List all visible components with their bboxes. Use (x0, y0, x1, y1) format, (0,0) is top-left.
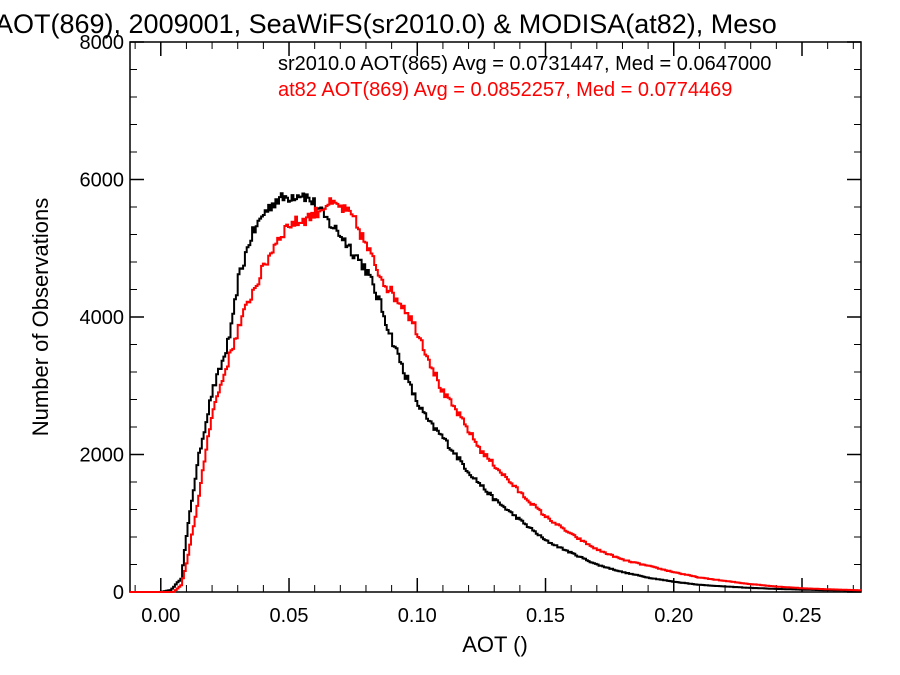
y-tick-label: 6000 (80, 170, 125, 192)
y-axis: 0 2000 4000 6000 8000 (80, 32, 861, 604)
legend-entry-sr2010: sr2010.0 AOT(865) Avg = 0.0731447, Med =… (278, 53, 771, 75)
y-tick-label: 2000 (80, 445, 125, 467)
y-tick-label: 0 (113, 582, 124, 604)
x-tick-label: 0.25 (783, 605, 822, 627)
series-line-1 (130, 197, 862, 593)
series-layer (130, 192, 862, 593)
y-tick-label: 4000 (80, 307, 125, 329)
y-tick-label: 8000 (80, 32, 125, 54)
legend-entry-at82: at82 AOT(869) Avg = 0.0852257, Med = 0.0… (278, 79, 732, 101)
x-tick-label: 0.20 (654, 605, 693, 627)
x-tick-label: 0.00 (141, 605, 180, 627)
x-tick-label: 0.05 (270, 605, 309, 627)
chart-title: AOT(869), 2009001, SeaWiFS(sr2010.0) & M… (0, 9, 777, 39)
y-axis-label: Number of Observations (28, 198, 53, 436)
series-line-0 (130, 192, 861, 593)
plot-frame (129, 41, 862, 593)
x-axis: 0.00 0.05 0.10 0.15 0.20 0.25 (134, 42, 854, 627)
x-tick-label: 0.15 (526, 605, 565, 627)
x-axis-label: AOT () (462, 632, 528, 657)
x-tick-label: 0.10 (398, 605, 437, 627)
